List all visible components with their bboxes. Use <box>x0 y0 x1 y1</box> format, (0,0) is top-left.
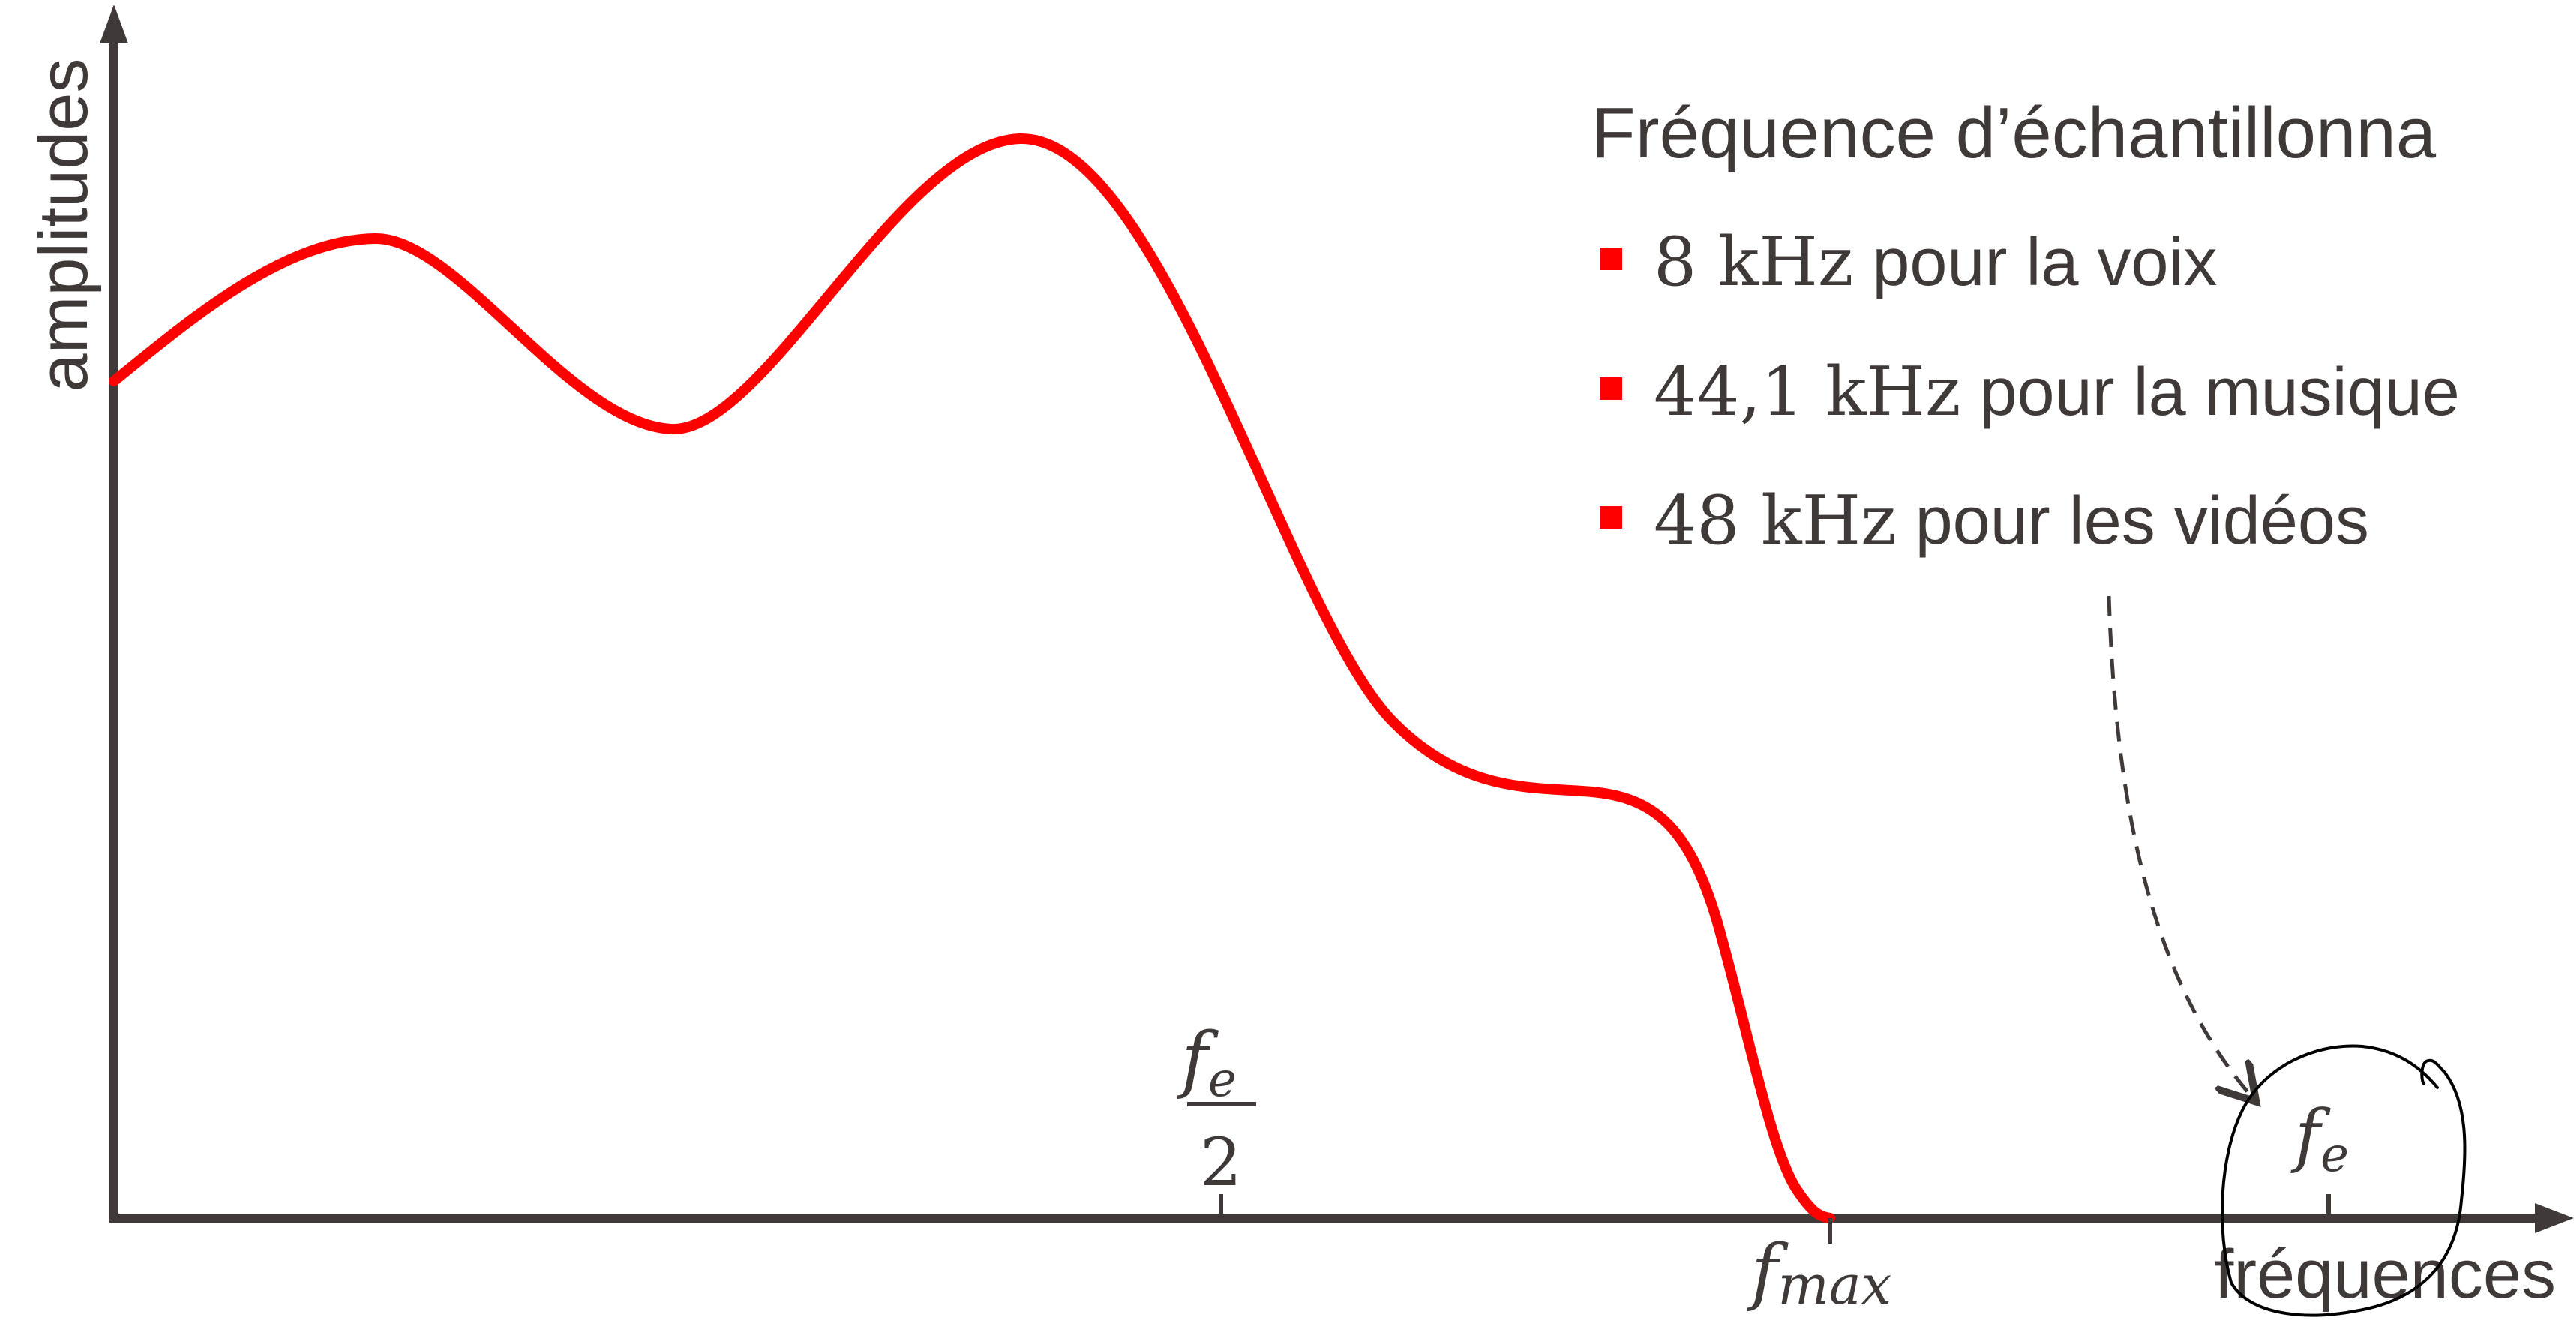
legend-title: Fréquence d’échantillonna <box>1591 93 2437 173</box>
legend-bullet-videos <box>1600 506 1622 529</box>
legend-item-music-value: 44,1 kHz <box>1654 352 1960 431</box>
half-fe-numerator-sub: e <box>1208 1052 1237 1108</box>
legend-item-videos-value: 48 kHz <box>1654 482 1897 560</box>
legend-bullet-music <box>1600 377 1622 400</box>
y-axis-label: amplitudes <box>25 58 102 392</box>
x-axis-label: fréquences <box>2215 1236 2556 1312</box>
fe-label: fe <box>2290 1095 2349 1183</box>
svg-text:fe: fe <box>1177 1017 1236 1108</box>
legend-item-videos-text: pour les vidéos <box>1897 484 2369 559</box>
dashed-arrow <box>2107 596 2254 1099</box>
legend-item-music: 44,1 kHz pour la musique <box>1654 352 2460 431</box>
legend-bullet-voice <box>1600 248 1622 270</box>
fmax-label: fmax <box>1747 1229 1891 1316</box>
spectrum-curve <box>109 133 1835 1223</box>
legend-item-videos: 48 kHz pour les vidéos <box>1654 482 2369 560</box>
fe-sub: e <box>2320 1127 2349 1183</box>
legend-item-music-text: pour la musique <box>1960 355 2459 430</box>
half-fe-denominator: 2 <box>1200 1124 1242 1201</box>
legend-item-voice-value: 8 kHz <box>1654 223 1853 302</box>
legend-item-voice: 8 kHz pour la voix <box>1654 223 2218 302</box>
half-fe-label: fe 2 <box>1177 1017 1256 1201</box>
y-axis-arrowhead <box>100 4 128 44</box>
x-axis-arrowhead <box>2535 1203 2574 1233</box>
handdrawn-circle <box>2221 1044 2467 1317</box>
sampling-legend: Fréquence d’échantillonna 8 kHz pour la … <box>1591 93 2460 560</box>
fmax-sub: max <box>1778 1253 1892 1316</box>
legend-item-voice-text: pour la voix <box>1853 225 2217 300</box>
